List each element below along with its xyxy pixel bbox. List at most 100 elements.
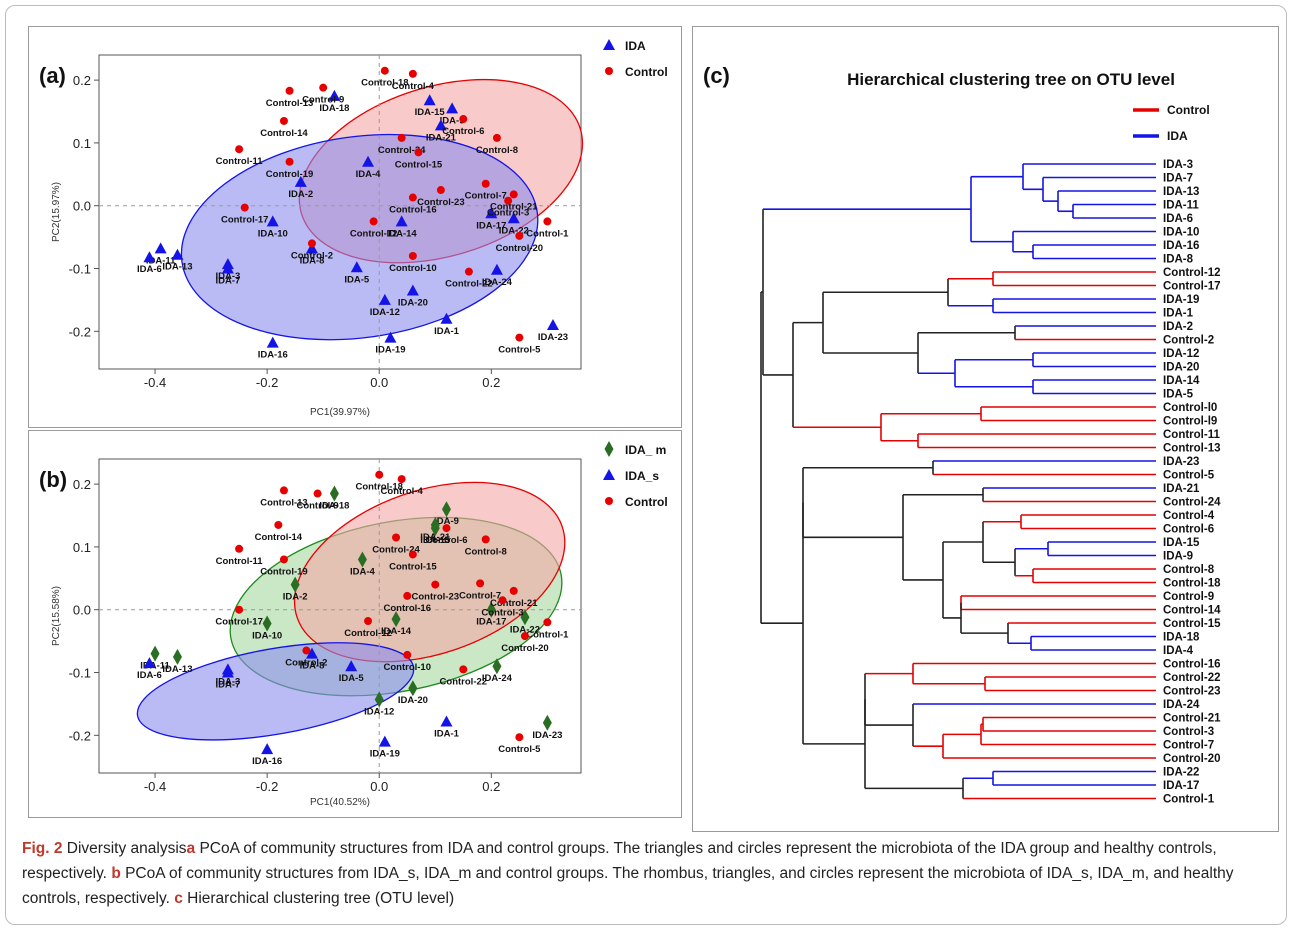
point-ida-15 xyxy=(430,520,440,537)
point-ida-23 xyxy=(546,319,559,331)
legend-marker-control xyxy=(605,497,613,505)
point-control-12 xyxy=(369,217,378,226)
point-control-8 xyxy=(492,133,501,142)
point-control-2 xyxy=(302,646,311,655)
point-ida-9 xyxy=(446,102,459,114)
point-label-control-8: Control-8 xyxy=(465,546,507,557)
leaf-label-control-21: Control-21 xyxy=(1163,713,1221,725)
point-label-control-11: Control-11 xyxy=(216,156,264,167)
legend-label-control: Control xyxy=(625,495,668,509)
point-control-18 xyxy=(380,66,389,75)
point-control-19 xyxy=(285,157,294,166)
point-control-11 xyxy=(235,145,244,154)
point-label-control-7: Control-7 xyxy=(459,590,501,601)
x-axis-label: PC1(40.52%) xyxy=(310,797,370,808)
point-ida-20 xyxy=(408,680,418,697)
point-control-5 xyxy=(515,333,524,342)
point-label-control-22: Control-22 xyxy=(445,279,493,290)
caption-fig-label: Fig. 2 xyxy=(22,840,63,857)
point-control-20 xyxy=(515,231,524,240)
point-label-control-2: Control-2 xyxy=(291,250,333,261)
y-tick-label: 0.0 xyxy=(73,603,91,618)
point-label-control-6: Control-6 xyxy=(425,535,467,546)
point-control-1 xyxy=(543,217,552,226)
point-control-9 xyxy=(313,489,322,498)
point-label-ida-14: IDA-14 xyxy=(387,228,418,239)
point-label-ida-4: IDA-4 xyxy=(356,169,382,180)
point-label-control-4: Control-4 xyxy=(381,486,424,497)
point-label-ida-15: IDA-15 xyxy=(415,107,446,118)
point-label-ida-4: IDA-4 xyxy=(350,566,376,577)
point-label-control-15: Control-15 xyxy=(395,159,443,170)
point-control-14 xyxy=(274,520,283,529)
point-label-ida-11: IDA-11 xyxy=(146,255,176,266)
point-label-control-19: Control-19 xyxy=(266,169,314,180)
leaf-label-ida-11: IDA-11 xyxy=(1163,200,1199,212)
point-control-7 xyxy=(476,579,485,588)
x-axis-label: PC1(39.97%) xyxy=(310,407,370,418)
point-control-3 xyxy=(498,596,507,605)
leaf-label-control-l9: Control-l9 xyxy=(1163,416,1217,428)
leaf-label-ida-4: IDA-4 xyxy=(1163,645,1194,657)
point-ida-9 xyxy=(441,501,451,518)
leaf-label-ida-17: IDA-17 xyxy=(1163,780,1199,792)
legend-marker-ida-m xyxy=(604,441,614,457)
leaf-label-control-17: Control-17 xyxy=(1163,281,1221,293)
leaf-label-ida-20: IDA-20 xyxy=(1163,362,1199,374)
legend-label-ida-m: IDA_ m xyxy=(625,443,666,457)
point-ida-5 xyxy=(345,660,358,672)
figure-caption: Fig. 2 Diversity analysisa PCoA of commu… xyxy=(22,836,1272,911)
point-control-21 xyxy=(509,586,518,595)
point-label-control-19: Control-19 xyxy=(260,566,308,577)
point-control-4 xyxy=(397,475,406,484)
point-control-2 xyxy=(307,239,316,248)
point-ida-7 xyxy=(221,666,234,678)
point-label-ida-19: IDA-19 xyxy=(375,345,405,356)
point-label-control-7: Control-7 xyxy=(465,191,507,202)
point-label-control-10: Control-10 xyxy=(389,263,437,274)
point-control-24 xyxy=(392,533,401,542)
dendrogram-tree xyxy=(760,163,1156,800)
point-control-13 xyxy=(285,86,294,95)
point-label-ida-8: IDA-8 xyxy=(300,255,325,266)
point-label-control-3: Control-3 xyxy=(487,208,529,219)
point-control-24 xyxy=(397,133,406,142)
y-tick-label: -0.2 xyxy=(69,324,91,339)
x-tick-label: 0.2 xyxy=(482,375,500,390)
y-tick-label: -0.2 xyxy=(69,728,91,743)
point-ida-17 xyxy=(486,601,496,618)
point-label-ida-3: IDA-3 xyxy=(216,676,241,687)
x-tick-label: -0.4 xyxy=(144,375,166,390)
point-label-control-14: Control-14 xyxy=(255,532,303,543)
confidence-ellipse-ida xyxy=(180,133,539,341)
point-ida-12 xyxy=(378,293,391,305)
point-label-ida-8: IDA-8 xyxy=(300,661,325,672)
leaf-label-control-7: Control-7 xyxy=(1163,740,1214,752)
pcoa-plot-a: -0.4 -0.2 0.0 0.2 0.2 0.1 0.0 -0.1 -0.2 PC1(39.97… xyxy=(39,39,668,418)
leaf-label-ida-2: IDA-2 xyxy=(1163,321,1193,333)
leaf-label-ida-12: IDA-12 xyxy=(1163,348,1199,360)
point-control-10 xyxy=(408,251,417,260)
point-label-ida-18: IDA-18 xyxy=(319,501,349,512)
point-ida-5 xyxy=(350,261,363,273)
point-ida-19 xyxy=(378,735,391,747)
legend: IDA_ m IDA_s Control xyxy=(603,441,668,509)
point-label-ida-5: IDA-5 xyxy=(344,274,370,285)
point-label-control-12: Control-12 xyxy=(350,228,398,239)
x-tick-label: 0.0 xyxy=(370,779,388,794)
chart-title: Hierarchical clustering tree on OTU leve… xyxy=(847,70,1175,89)
legend-label-ida-s: IDA_s xyxy=(625,469,659,483)
point-label-ida-23: IDA-23 xyxy=(532,730,562,741)
point-label-ida-21: IDA-21 xyxy=(426,132,457,143)
point-control-15 xyxy=(408,550,417,559)
point-label-ida-12: IDA-12 xyxy=(364,707,394,718)
panel-label: (b) xyxy=(39,467,67,492)
point-control-23 xyxy=(431,580,440,589)
point-label-ida-10: IDA-10 xyxy=(252,631,282,642)
y-axis-label: PC2(15.97%) xyxy=(51,182,62,242)
point-ida-21 xyxy=(434,119,447,131)
point-ida-10 xyxy=(266,215,279,227)
leaf-label-control-9: Control-9 xyxy=(1163,591,1214,603)
